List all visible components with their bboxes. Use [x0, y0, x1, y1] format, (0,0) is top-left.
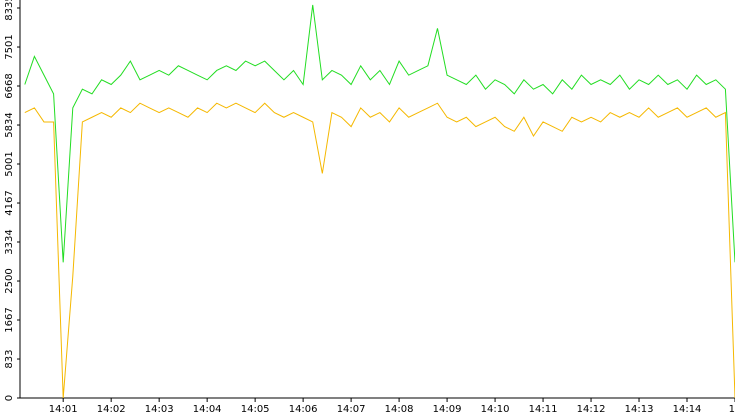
x-tick-label: 14:14 — [673, 404, 702, 415]
x-tick-label: 14:07 — [337, 404, 366, 415]
y-tick-label: 3334 — [4, 229, 15, 254]
x-tick-label: 14:03 — [145, 404, 174, 415]
y-tick-label: 0 — [4, 395, 15, 401]
x-tick-label: 14:10 — [481, 404, 510, 415]
y-tick-label: 833 — [4, 349, 15, 368]
x-tick-label: 14:06 — [289, 404, 318, 415]
y-tick-label: 6668 — [4, 73, 15, 98]
y-tick-label: 8335 — [4, 0, 15, 21]
y-tick-label: 4167 — [4, 190, 15, 215]
series-line — [24, 102, 735, 399]
y-tick-label: 5001 — [4, 151, 15, 176]
x-tick-label: 14 — [729, 404, 735, 415]
y-tick-label: 2500 — [4, 268, 15, 293]
x-tick-label: 14:12 — [577, 404, 606, 415]
x-tick-label: 14:08 — [385, 404, 414, 415]
x-tick-label: 14:02 — [97, 404, 126, 415]
x-tick-label: 14:01 — [49, 404, 78, 415]
y-tick-label: 5834 — [4, 112, 15, 137]
x-tick-label: 14:13 — [625, 404, 654, 415]
x-tick-label: 14:09 — [433, 404, 462, 415]
x-tick-label: 14:05 — [241, 404, 270, 415]
x-tick-label: 14:11 — [529, 404, 558, 415]
series-line — [24, 4, 735, 263]
x-tick-label: 14:04 — [193, 404, 222, 415]
y-tick-label: 1667 — [4, 307, 15, 332]
y-tick-label: 7501 — [4, 34, 15, 59]
